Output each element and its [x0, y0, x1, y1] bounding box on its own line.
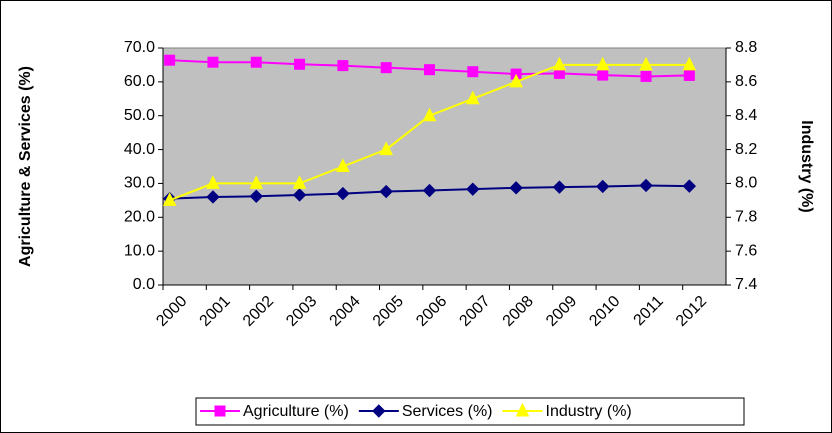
- y-tick-label: 50.0: [124, 107, 155, 124]
- data-point: [595, 56, 610, 71]
- y2-tick-label: 8.4: [735, 107, 757, 124]
- data-point: [597, 69, 609, 81]
- data-point: [379, 141, 394, 156]
- data-point: [379, 184, 393, 199]
- data-point: [292, 188, 307, 202]
- data-point: [424, 64, 435, 76]
- data-point: [509, 181, 523, 195]
- data-point: [682, 56, 697, 71]
- legend-marker: [214, 405, 226, 417]
- data-point: [250, 56, 262, 68]
- y-axis-title: Agriculture & Services (%): [17, 66, 34, 267]
- data-point: [249, 175, 264, 189]
- legend-marker: [372, 404, 386, 418]
- data-point: [207, 56, 219, 68]
- data-point: [422, 183, 437, 198]
- data-point: [465, 90, 480, 105]
- data-point: [206, 175, 220, 189]
- y-tick-label: 10.0: [124, 242, 155, 259]
- data-point: [162, 192, 177, 206]
- data-point: [164, 54, 176, 66]
- data-point: [509, 73, 523, 88]
- data-point: [467, 66, 479, 78]
- y-tick-label: 0.0: [133, 276, 155, 293]
- y2-tick-label: 8.0: [735, 175, 757, 192]
- data-point: [336, 158, 350, 172]
- y2-tick-label: 8.8: [735, 39, 757, 56]
- data-point: [466, 182, 480, 196]
- y-tick-label: 40.0: [124, 141, 155, 158]
- data-point: [682, 179, 697, 193]
- data-point: [422, 107, 437, 122]
- y2-tick-label: 7.4: [735, 276, 757, 293]
- data-point: [206, 190, 220, 204]
- y2-tick-label: 8.6: [735, 73, 757, 90]
- y2-tick-label: 7.6: [735, 242, 757, 259]
- data-point: [337, 60, 349, 72]
- data-point: [639, 56, 653, 71]
- data-point: [380, 62, 392, 74]
- legend-label: Services (%): [402, 403, 493, 420]
- legend-marker: [515, 402, 530, 417]
- data-point: [639, 178, 653, 193]
- y-tick-label: 20.0: [124, 209, 155, 226]
- y2-tick-label: 7.8: [735, 209, 757, 226]
- legend-box: [195, 397, 745, 426]
- data-point: [294, 58, 306, 70]
- data-point: [640, 70, 652, 82]
- data-point: [249, 189, 263, 204]
- legend-label: Industry (%): [546, 403, 632, 420]
- data-point: [683, 69, 695, 81]
- plot-area: [162, 47, 727, 286]
- data-point: [596, 179, 610, 194]
- y-tick-label: 30.0: [124, 175, 155, 192]
- y-tick-label: 60.0: [124, 73, 155, 90]
- y2-axis-title: Industry (%): [798, 120, 815, 212]
- y2-tick-label: 8.2: [735, 141, 757, 158]
- data-point: [336, 186, 350, 201]
- data-point: [552, 56, 567, 71]
- data-point: [292, 175, 307, 189]
- data-point: [552, 180, 567, 194]
- legend-label: Agriculture (%): [243, 403, 349, 420]
- y-tick-label: 70.0: [124, 39, 155, 56]
